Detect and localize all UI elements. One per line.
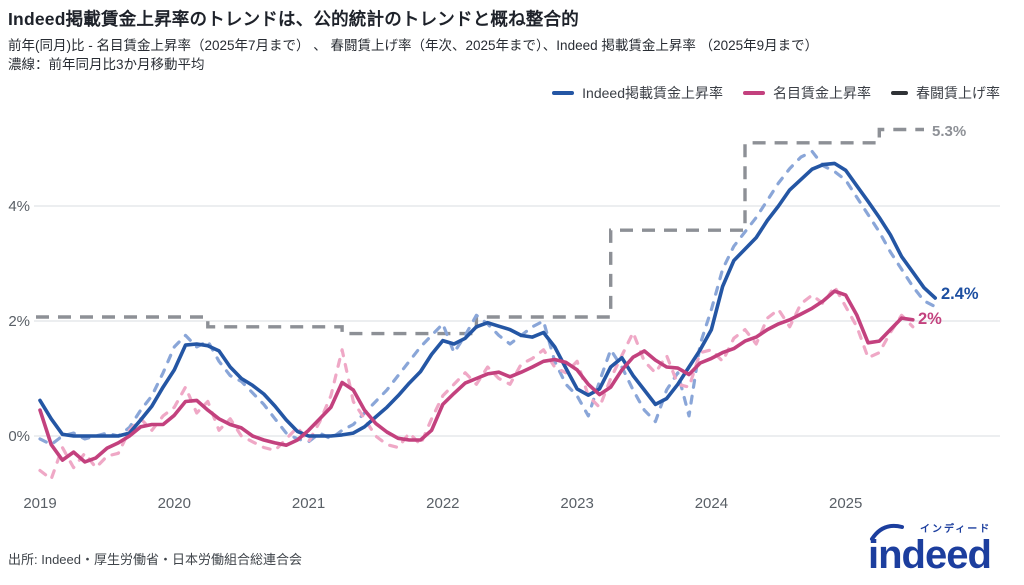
annotation-shunto-rate: 5.3% <box>932 123 967 140</box>
chart-subtitle-line1: 前年(同月)比 - 名目賃金上昇率（2025年7月まで） 、 春闘賃上げ率（年次… <box>8 38 819 53</box>
shunto-step-line <box>36 127 924 336</box>
legend-label-nominal: 名目賃金上昇率 <box>773 85 871 101</box>
legend-item-nominal: 名目賃金上昇率 <box>743 83 871 103</box>
x-axis-label-2019: 2019 <box>23 495 56 512</box>
legend-marker-indeed-line <box>552 91 575 95</box>
series-line-3 <box>38 284 915 481</box>
x-axis-label-2022: 2022 <box>426 495 459 512</box>
legend-item-shunto: 春闘賃上げ率 <box>891 83 1000 103</box>
y-axis-label-2%: 2% <box>8 313 30 330</box>
y-axis-label-0%: 0% <box>8 428 30 445</box>
series-line-2 <box>38 289 915 464</box>
indeed-logo: インディード indeed <box>868 522 992 574</box>
series-line-1 <box>38 149 937 447</box>
legend-marker-shunto-dash <box>891 90 908 96</box>
y-axis-label-4%: 4% <box>8 198 30 215</box>
legend-label-shunto: 春闘賃上げ率 <box>916 85 1000 101</box>
x-axis-label-2023: 2023 <box>560 495 593 512</box>
chart-subtitle-line2: 濃線：前年同月比3か月移動平均 <box>8 57 205 72</box>
legend-item-indeed: Indeed掲載賃金上昇率 <box>552 83 723 103</box>
series-line-0 <box>38 161 938 438</box>
legend-label-indeed: Indeed掲載賃金上昇率 <box>582 85 723 101</box>
annotation-nominal-rate: 2% <box>918 310 942 328</box>
wage-trend-line-chart: 0% 2% 4% 2019 2020 2021 2022 2023 2024 2025 <box>8 127 1000 512</box>
x-axis-label-2024: 2024 <box>695 495 728 512</box>
x-axis-label-2025: 2025 <box>829 495 862 512</box>
page-title: Indeed掲載賃金上昇率のトレンドは、公的統計のトレンドと概ね整合的 <box>8 9 579 29</box>
annotation-indeed-rate: 2.4% <box>941 285 979 303</box>
indeed-logo-wordmark: indeed <box>868 533 991 574</box>
x-axis-label-2021: 2021 <box>292 495 325 512</box>
source-note: 出所: Indeed・厚生労働省・日本労働組合総連合会 <box>8 552 302 567</box>
legend-marker-nominal-line <box>743 91 765 95</box>
x-axis-label-2020: 2020 <box>158 495 191 512</box>
indeed-logo-furigana: インディード <box>920 522 991 535</box>
indeed-logo-arc <box>870 523 904 541</box>
legend: Indeed掲載賃金上昇率 名目賃金上昇率 春闘賃上げ率 <box>552 83 1000 103</box>
